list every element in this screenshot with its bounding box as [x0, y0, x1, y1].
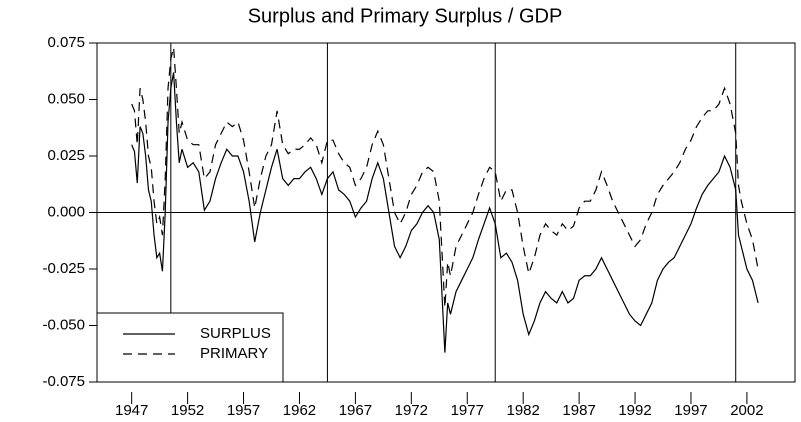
x-tick-label: 1987 — [562, 402, 595, 419]
x-tick-label: 1967 — [339, 402, 372, 419]
x-tick-label: 1972 — [395, 402, 428, 419]
x-tick-label: 1947 — [115, 402, 148, 419]
x-tick-label: 1992 — [618, 402, 651, 419]
y-tick-label: 0.050 — [47, 90, 85, 107]
y-tick-label: -0.075 — [42, 373, 85, 390]
series-line — [131, 72, 759, 353]
legend-box — [96, 312, 284, 383]
y-tick-label: 0.025 — [47, 147, 85, 164]
legend-label: PRIMARY — [200, 345, 268, 362]
x-tick-label: 1977 — [451, 402, 484, 419]
y-tick-label: 0.000 — [47, 203, 85, 220]
y-tick-label: 0.075 — [47, 34, 85, 51]
x-tick-label: 1997 — [674, 402, 707, 419]
series-line — [131, 47, 759, 308]
x-tick-label: 1962 — [283, 402, 316, 419]
x-tick-label: 1957 — [227, 402, 260, 419]
legend-label: SURPLUS — [200, 325, 271, 342]
x-tick-label: 1952 — [171, 402, 204, 419]
y-tick-label: -0.025 — [42, 260, 85, 277]
x-tick-label: 2002 — [730, 402, 763, 419]
y-tick-label: -0.050 — [42, 316, 85, 333]
x-tick-label: 1982 — [506, 402, 539, 419]
chart-title: Surplus and Primary Surplus / GDP — [248, 5, 563, 27]
